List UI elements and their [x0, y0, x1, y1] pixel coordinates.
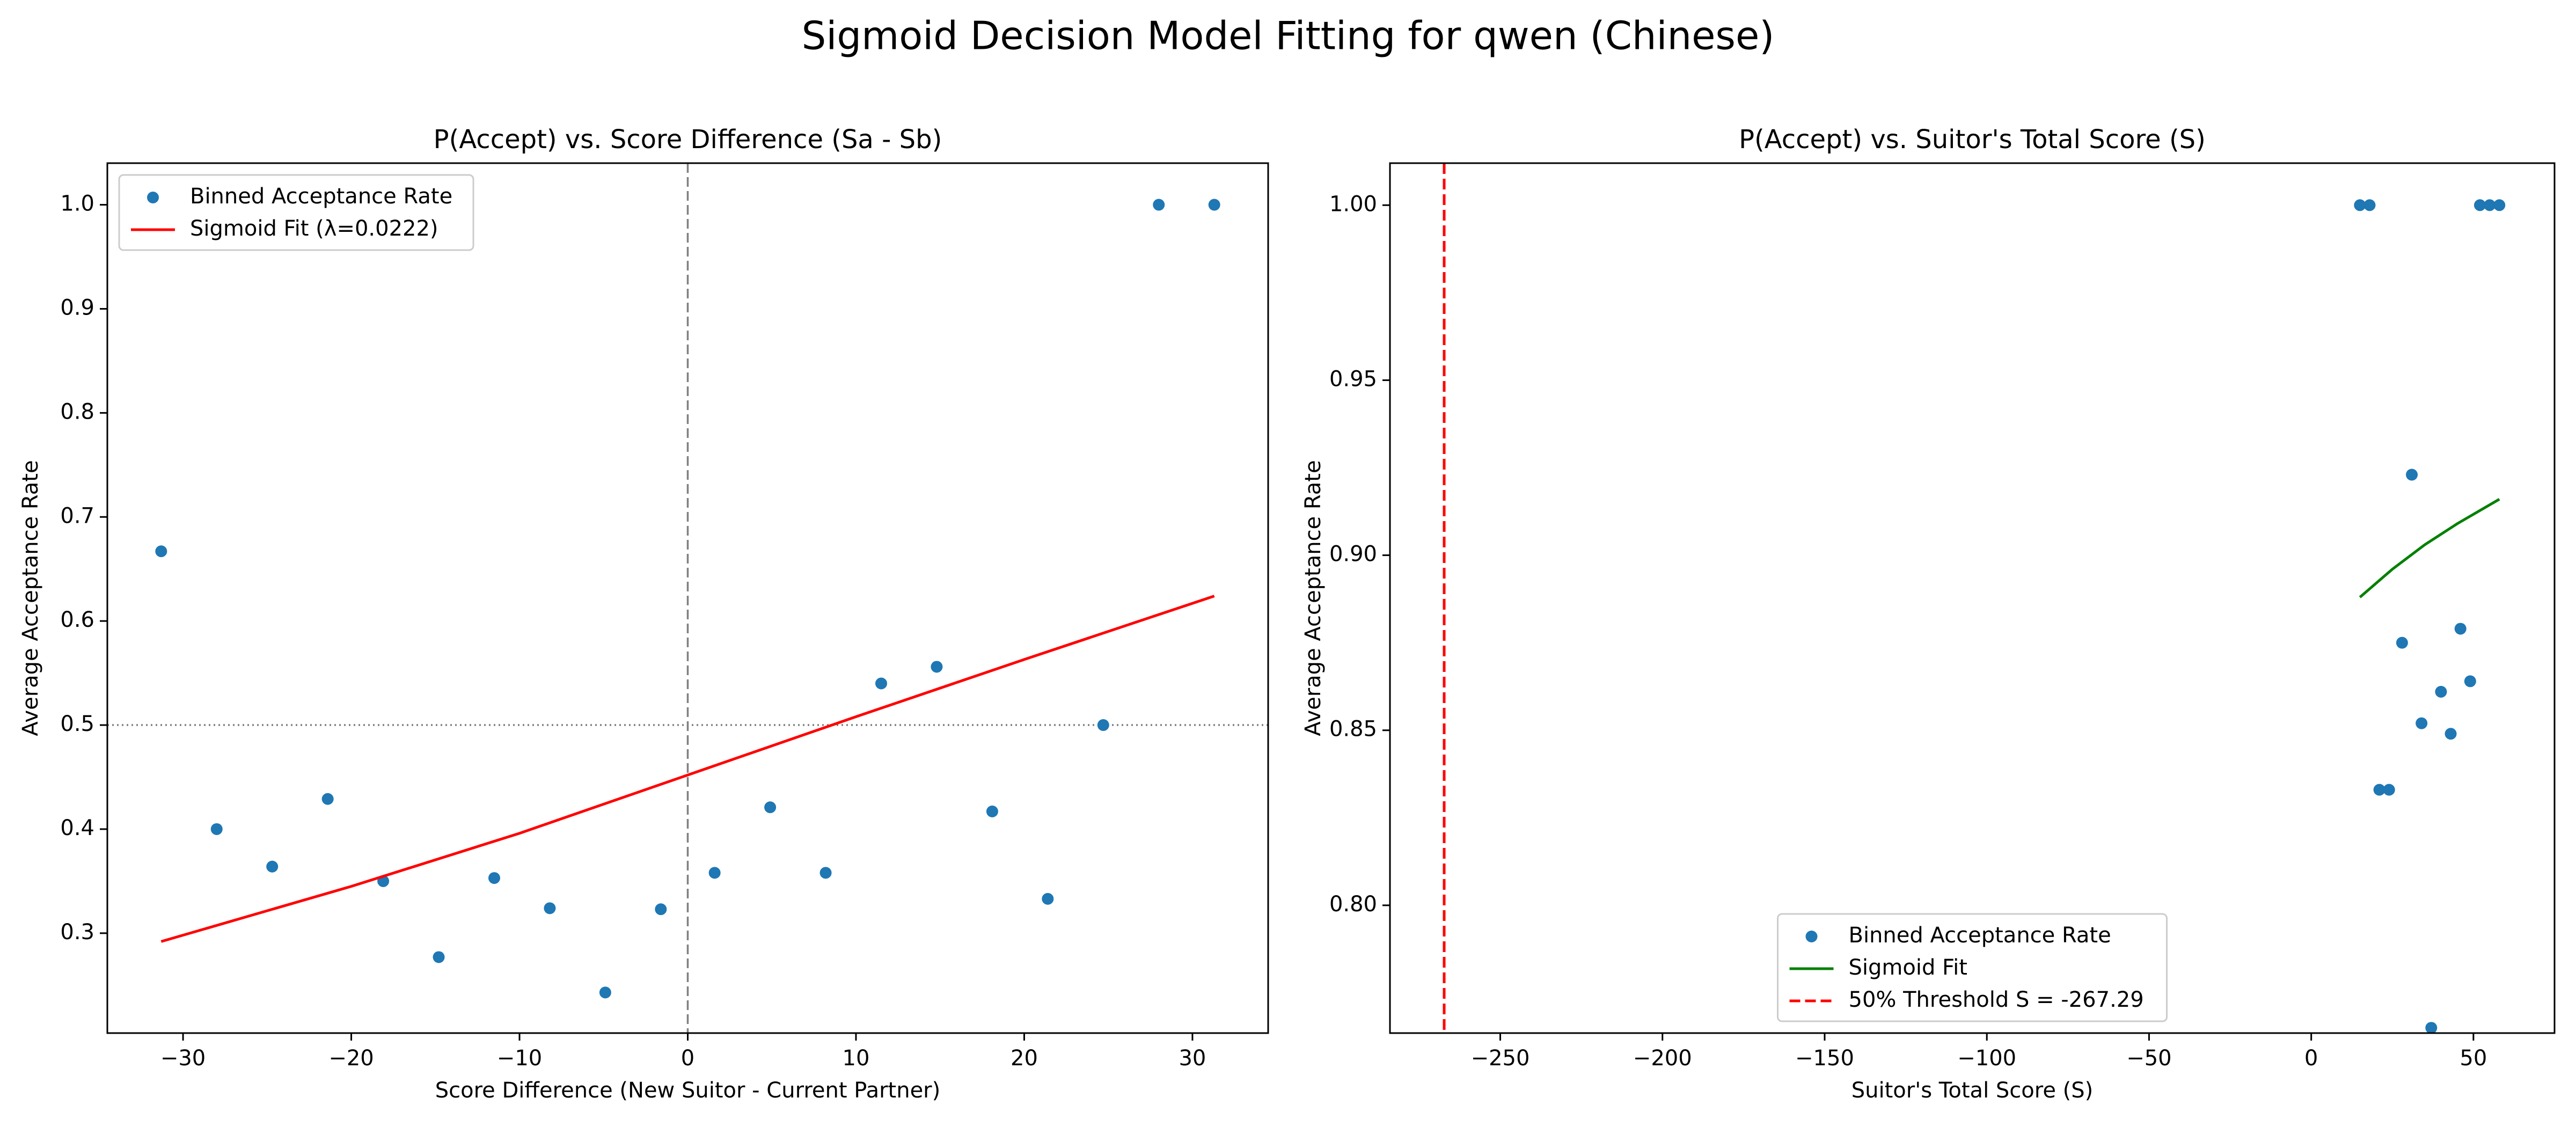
data-point [2493, 199, 2506, 211]
y-tick-label: 0.85 [1329, 717, 1377, 742]
chart-title: P(Accept) vs. Score Difference (Sa - Sb) [434, 125, 942, 155]
data-point [266, 860, 279, 873]
data-point [931, 661, 943, 673]
data-point [544, 902, 556, 914]
y-tick-label: 1.0 [60, 192, 94, 216]
x-tick-label: −250 [1471, 1046, 1530, 1071]
data-point [210, 823, 223, 835]
y-tick-label: 0.4 [60, 816, 94, 840]
data-point [2416, 717, 2428, 729]
legend-label: Sigmoid Fit [1849, 955, 1967, 980]
data-point [2435, 685, 2447, 698]
data-point [2464, 675, 2476, 687]
legend-marker-swatch [147, 192, 159, 203]
y-tick-label: 0.90 [1329, 542, 1377, 567]
data-point [875, 677, 887, 690]
legend-marker-swatch [1805, 931, 1818, 942]
data-point [2383, 784, 2395, 796]
data-point [2406, 469, 2418, 481]
data-point [986, 805, 998, 817]
x-axis-label: Suitor's Total Score (S) [1851, 1078, 2094, 1103]
data-point [599, 986, 611, 999]
y-tick-label: 0.8 [60, 399, 94, 424]
data-point [433, 951, 445, 963]
data-point [2425, 1022, 2438, 1034]
data-point [2454, 623, 2467, 635]
legend: Binned Acceptance Rate Sigmoid Fit 50% Thr… [1777, 913, 2168, 1022]
x-tick-label: 30 [1179, 1046, 1206, 1071]
x-tick-label: −20 [328, 1046, 374, 1071]
series-line-1 [160, 595, 1215, 943]
data-point [2445, 728, 2457, 740]
y-tick-label: 1.00 [1329, 192, 1377, 216]
y-tick-label: 0.95 [1329, 367, 1377, 391]
y-tick-label: 0.5 [60, 712, 94, 736]
x-tick-label: −100 [1957, 1046, 2016, 1071]
y-tick-label: 0.9 [60, 295, 94, 320]
data-point [2373, 784, 2385, 796]
legend: Binned Acceptance Rate Sigmoid Fit (λ=0.0… [118, 174, 474, 251]
data-point [1208, 199, 1220, 211]
data-point [1042, 892, 1054, 905]
x-tick-label: 0 [2304, 1046, 2318, 1071]
data-point [155, 545, 167, 558]
legend-label: 50% Threshold S = -267.29 [1849, 987, 2144, 1012]
data-point [819, 867, 832, 879]
plot-frame [1389, 162, 2556, 1034]
x-axis-label: Score Difference (New Suitor - Current P… [435, 1078, 940, 1103]
x-tick-label: −150 [1795, 1046, 1854, 1071]
x-tick-label: 10 [843, 1046, 870, 1071]
x-tick-label: 50 [2460, 1046, 2487, 1071]
legend-label: Binned Acceptance Rate [190, 184, 452, 209]
legend-label: Binned Acceptance Rate [1849, 923, 2111, 948]
y-axis-label: Average Acceptance Rate [1301, 460, 1326, 736]
data-point [708, 867, 721, 879]
chart-title: P(Accept) vs. Suitor's Total Score (S) [1739, 125, 2206, 155]
y-tick-label: 0.6 [60, 608, 94, 632]
legend-box [118, 174, 474, 251]
x-tick-label: 20 [1011, 1046, 1038, 1071]
y-tick-label: 0.3 [60, 920, 94, 945]
data-point [2484, 199, 2496, 211]
data-point [321, 793, 334, 805]
data-point [1153, 199, 1165, 211]
y-axis-label: Average Acceptance Rate [18, 460, 43, 736]
x-tick-label: −50 [2126, 1046, 2171, 1071]
data-point [2354, 199, 2366, 211]
chart-right: P(Accept) vs. Suitor's Total Score (S) −2… [1301, 125, 2556, 1103]
y-tick-label: 0.7 [60, 503, 94, 528]
data-point [764, 801, 777, 814]
legend-label: Sigmoid Fit (λ=0.0222) [190, 216, 438, 241]
plot-frame [106, 162, 1269, 1034]
chart-left: P(Accept) vs. Score Difference (Sa - Sb)… [18, 125, 1269, 1103]
data-point [488, 872, 500, 884]
y-tick-label: 0.80 [1329, 892, 1377, 917]
figure-title: Sigmoid Decision Model Fitting for qwen … [802, 13, 1775, 58]
x-tick-label: −10 [497, 1046, 542, 1071]
x-tick-label: 0 [681, 1046, 694, 1071]
data-point [2363, 199, 2376, 211]
data-point [2473, 199, 2486, 211]
x-tick-label: −30 [160, 1046, 206, 1071]
x-tick-label: −200 [1633, 1046, 1692, 1071]
data-point [2396, 636, 2408, 649]
data-point [1097, 719, 1109, 731]
data-point [655, 903, 667, 916]
series-line-1 [2359, 498, 2500, 598]
legend-box [1777, 913, 2168, 1022]
